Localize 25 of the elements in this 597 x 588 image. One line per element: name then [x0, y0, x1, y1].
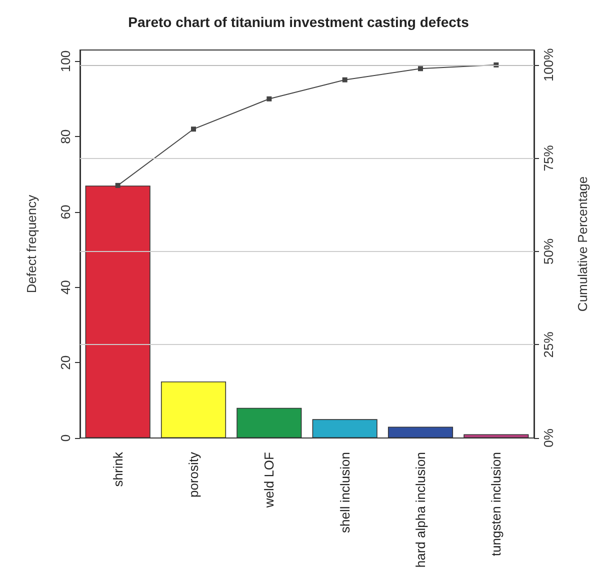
- x-tick-label: shell inclusion: [337, 452, 352, 533]
- x-tick-label: shrink: [110, 452, 126, 487]
- y-tick-label: 40: [58, 280, 73, 295]
- point: [342, 77, 348, 82]
- y-tick-label: 20: [58, 355, 73, 370]
- x-tick-label: weld LOF: [262, 452, 277, 509]
- y-tick-label: 80: [58, 129, 73, 144]
- y2-tick-label: 75%: [541, 144, 556, 172]
- point: [418, 66, 423, 72]
- x-tick-label: porosity: [186, 452, 201, 498]
- y2-tick-label: 25%: [541, 331, 556, 358]
- y2-axis-title: Cumulative Percentage: [575, 176, 590, 312]
- x-tick-label: tungsten inclusion: [488, 452, 504, 556]
- y2-tick-label: 0%: [541, 428, 556, 448]
- point: [115, 182, 120, 188]
- y2-tick-label: 50%: [541, 238, 556, 264]
- y-tick-label: 60: [58, 204, 73, 220]
- y2-tick-label: 100%: [541, 48, 556, 82]
- y-tick-label: 100: [58, 50, 73, 72]
- chart-title: Pareto chart of titanium investment casting defects: [128, 14, 470, 30]
- x-tick-label: hard alpha inclusion: [413, 452, 428, 568]
- point: [266, 96, 272, 102]
- point: [191, 126, 196, 132]
- y-tick-label: 0: [58, 434, 73, 442]
- y-axis-title: Defect frequency: [24, 194, 39, 294]
